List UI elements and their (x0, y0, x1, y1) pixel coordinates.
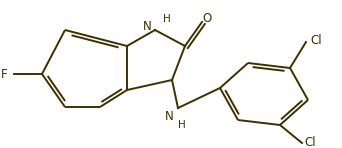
Text: O: O (202, 12, 212, 25)
Text: Cl: Cl (304, 136, 316, 148)
Text: N: N (165, 110, 174, 123)
Text: Cl: Cl (310, 33, 321, 46)
Text: F: F (1, 67, 8, 81)
Text: H: H (163, 14, 171, 24)
Text: H: H (178, 120, 186, 130)
Text: N: N (143, 20, 152, 33)
